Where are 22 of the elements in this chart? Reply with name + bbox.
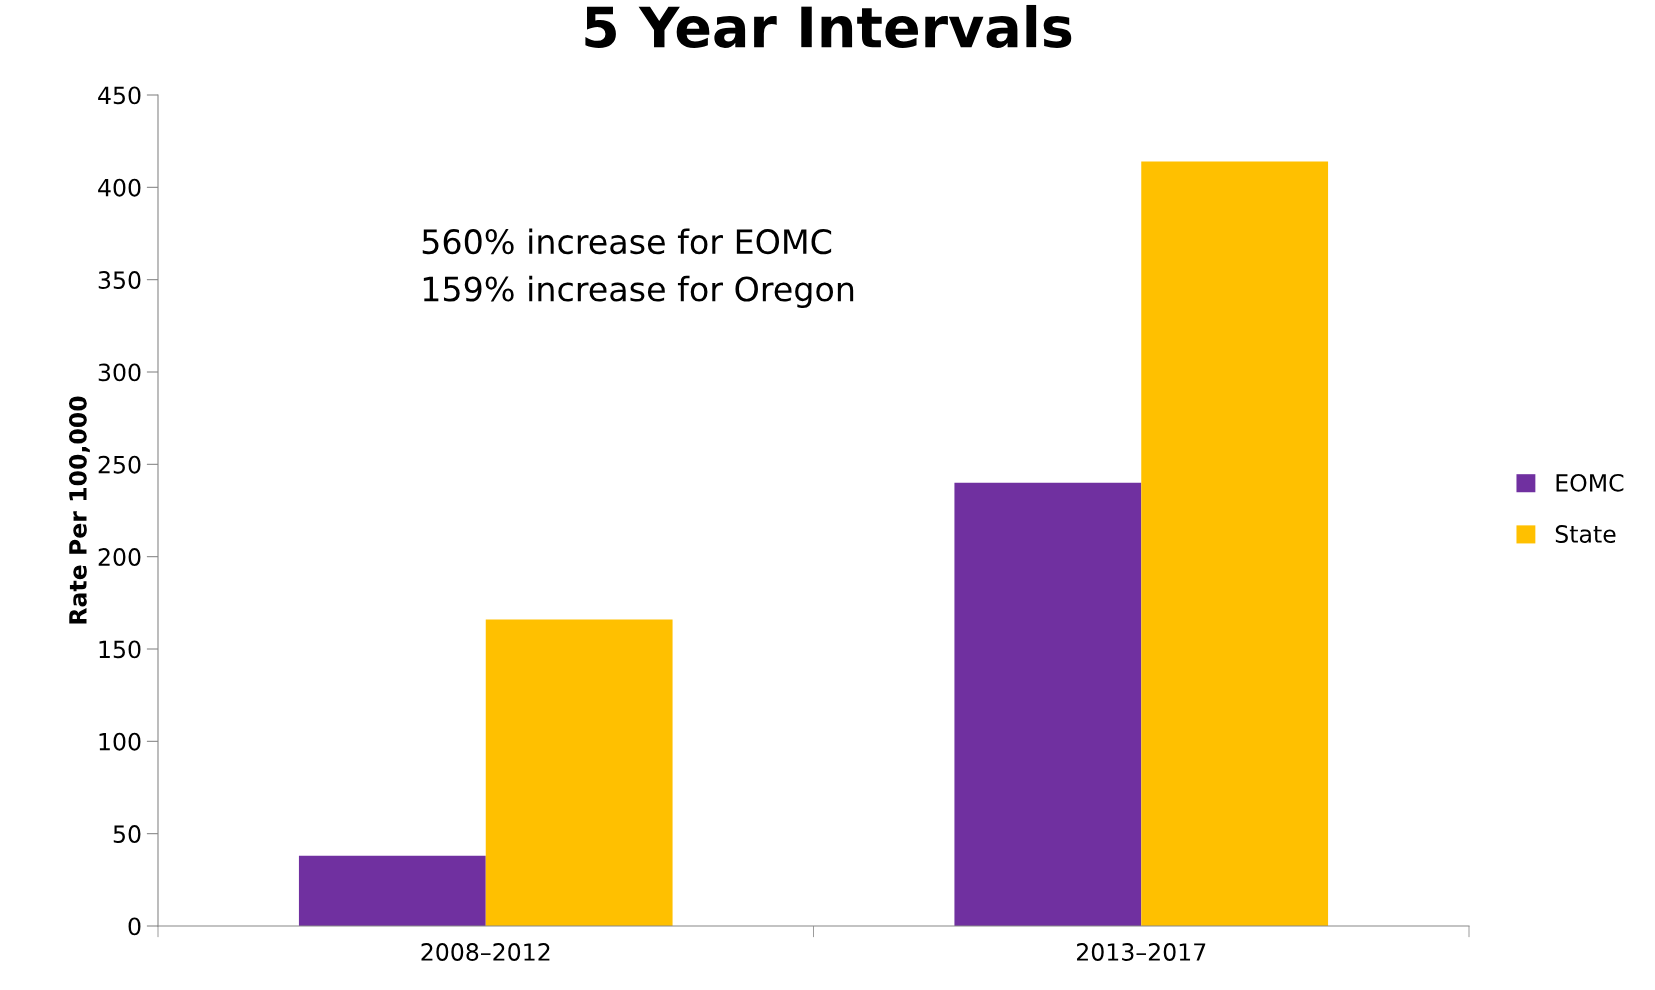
y-tick-label: 100 (99, 732, 141, 751)
y-tick-label: 250 (98, 455, 141, 474)
y-tick-label: 50 (113, 825, 141, 843)
legend-label: EOMC (1556, 473, 1624, 492)
y-tick-label: 0 (128, 917, 141, 936)
y-tick-label: 350 (98, 271, 141, 289)
bar (954, 482, 1142, 926)
y-tick-label: 200 (98, 548, 141, 566)
y-tick-label: 150 (99, 640, 141, 659)
y-tick-label: 450 (98, 86, 141, 105)
annotation: 560% increase for EOMC (422, 228, 832, 255)
y-tick-label: 400 (98, 178, 141, 197)
bar (1141, 161, 1329, 926)
x-tick-label: 2008–2012 (421, 943, 550, 961)
y-tick-label: 300 (98, 363, 141, 382)
legend-label: State (1555, 525, 1616, 543)
bar (485, 619, 673, 926)
annotation: 159% increase for Oregon (423, 275, 854, 309)
y-axis-title: Rate Per 100,000 (68, 396, 90, 624)
chart-title: 5 Year Intervals (585, 4, 1072, 48)
bar (298, 855, 486, 926)
x-tick-label: 2013–2017 (1076, 943, 1206, 961)
